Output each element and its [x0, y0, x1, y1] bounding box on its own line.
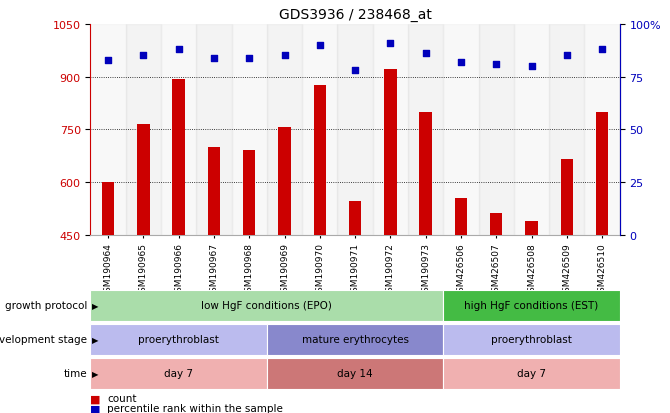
Bar [267, 25, 302, 235]
Text: ▶: ▶ [92, 369, 99, 378]
Bar [596, 112, 608, 235]
Text: development stage: development stage [0, 335, 87, 344]
Bar [444, 290, 620, 321]
Point [561, 53, 572, 59]
Bar [137, 125, 149, 235]
Text: high HgF conditions (EST): high HgF conditions (EST) [464, 301, 599, 311]
Text: percentile rank within the sample: percentile rank within the sample [107, 404, 283, 413]
Bar [384, 70, 397, 235]
Bar [478, 25, 514, 235]
Bar [525, 221, 538, 235]
Title: GDS3936 / 238468_at: GDS3936 / 238468_at [279, 8, 431, 22]
Bar [584, 25, 620, 235]
Point [244, 55, 255, 62]
Point [103, 57, 113, 64]
Bar [267, 324, 444, 355]
Text: ■: ■ [90, 404, 101, 413]
Point [420, 51, 431, 57]
Bar [196, 25, 232, 235]
Bar [561, 160, 573, 235]
Bar [373, 25, 408, 235]
Bar [444, 324, 620, 355]
Bar [455, 198, 467, 235]
Bar [90, 324, 267, 355]
Bar [338, 25, 373, 235]
Bar [126, 25, 161, 235]
Bar [90, 290, 444, 321]
Text: proerythroblast: proerythroblast [138, 335, 219, 344]
Bar [267, 358, 444, 389]
Bar [208, 147, 220, 235]
Point [350, 68, 360, 74]
Text: low HgF conditions (EPO): low HgF conditions (EPO) [202, 301, 332, 311]
Point [208, 55, 219, 62]
Text: day 7: day 7 [517, 368, 546, 378]
Point [314, 43, 325, 49]
Bar [90, 358, 267, 389]
Bar [172, 80, 185, 235]
Bar [243, 151, 255, 235]
Point [491, 62, 502, 68]
Text: time: time [64, 368, 87, 378]
Text: proerythroblast: proerythroblast [491, 335, 572, 344]
Bar [278, 128, 291, 235]
Bar [549, 25, 584, 235]
Bar [419, 112, 432, 235]
Text: ■: ■ [90, 393, 101, 403]
Text: mature erythrocytes: mature erythrocytes [302, 335, 409, 344]
Bar [90, 25, 126, 235]
Point [385, 40, 396, 47]
Point [174, 47, 184, 53]
Text: ▶: ▶ [92, 335, 99, 344]
Bar [161, 25, 196, 235]
Bar [102, 183, 115, 235]
Point [456, 59, 466, 66]
Point [526, 64, 537, 70]
Bar [444, 25, 478, 235]
Bar [349, 202, 361, 235]
Point [279, 53, 290, 59]
Point [138, 53, 149, 59]
Text: count: count [107, 393, 137, 403]
Bar [302, 25, 338, 235]
Text: day 7: day 7 [164, 368, 193, 378]
Text: ▶: ▶ [92, 301, 99, 310]
Point [597, 47, 608, 53]
Bar [232, 25, 267, 235]
Text: day 14: day 14 [337, 368, 373, 378]
Bar [514, 25, 549, 235]
Bar [314, 85, 326, 235]
Bar [490, 214, 502, 235]
Text: growth protocol: growth protocol [5, 301, 87, 311]
Bar [444, 358, 620, 389]
Bar [408, 25, 444, 235]
